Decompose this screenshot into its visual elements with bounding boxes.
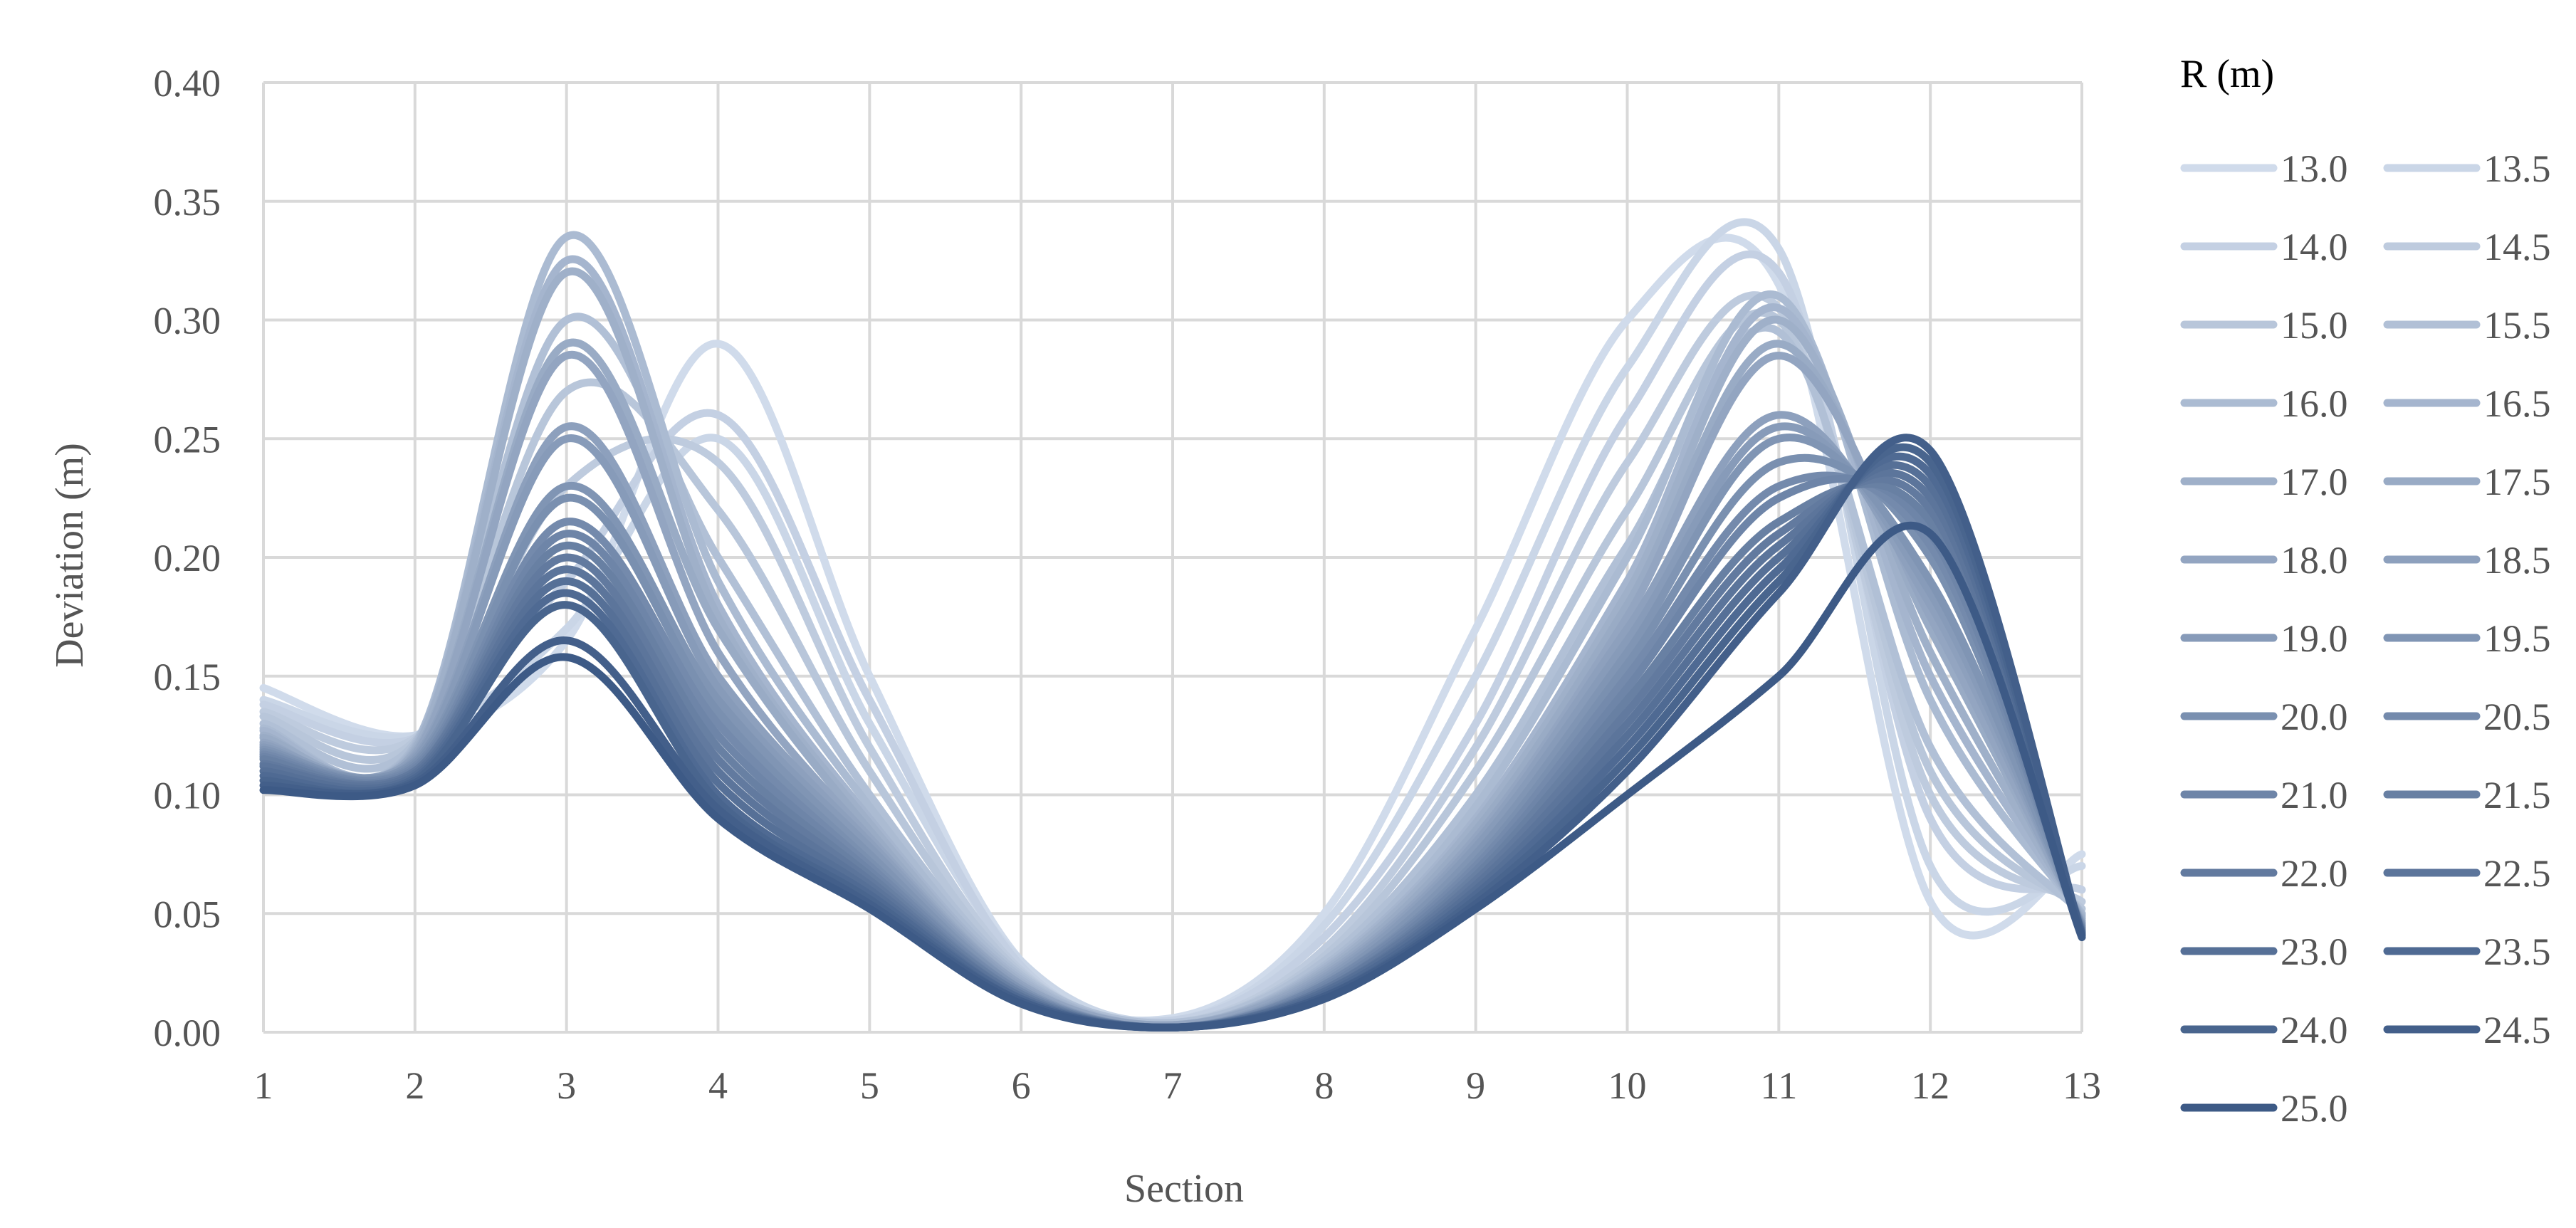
legend-label: 22.0 [2281,852,2348,895]
x-tick-label: 3 [557,1064,576,1107]
y-tick-label: 0.15 [154,656,221,698]
legend-label: 24.0 [2281,1009,2348,1051]
x-tick-label: 8 [1314,1064,1334,1107]
series-lines [259,218,2086,1032]
legend: 13.0 13.5 14.0 14.5 15.0 15.5 16.0 16.5 17.0 17.5… [2180,147,2551,1130]
legend-label: 23.0 [2281,930,2348,973]
x-tick-label: 7 [1163,1064,1183,1107]
legend-label: 18.0 [2281,539,2348,582]
series-line-25.0 [259,521,2086,1032]
x-axis-title: Section [1124,1167,1244,1211]
x-tick-label: 10 [1608,1064,1647,1107]
legend-label: 20.0 [2281,696,2348,738]
legend-label: 15.5 [2483,304,2551,347]
legend-label: 13.5 [2483,147,2551,190]
legend-label: 22.5 [2483,852,2551,895]
x-tick-label: 6 [1012,1064,1031,1107]
x-tick-label: 13 [2063,1064,2101,1107]
x-tick-label: 9 [1466,1064,1485,1107]
legend-label: 18.5 [2483,539,2551,582]
legend-label: 17.5 [2483,461,2551,503]
x-tick-label: 12 [1911,1064,1949,1107]
y-tick-label: 0.35 [154,181,221,224]
legend-label: 21.5 [2483,774,2551,817]
legend-label: 14.5 [2483,226,2551,268]
y-tick-label: 0.40 [154,62,221,105]
legend-label: 19.0 [2281,617,2348,660]
y-tick-label: 0.25 [154,418,221,461]
legend-label: 25.0 [2281,1087,2348,1130]
x-tick-label: 2 [405,1064,424,1107]
legend-label: 14.0 [2281,226,2348,268]
x-tick-label: 1 [254,1064,273,1107]
legend-label: 15.0 [2281,304,2348,347]
y-tick-label: 0.30 [154,300,221,342]
legend-label: 20.5 [2483,696,2551,738]
y-tick-label: 0.20 [154,537,221,579]
legend-label: 23.5 [2483,930,2551,973]
legend-label: 17.0 [2281,461,2348,503]
axes: 0.000.050.100.150.200.250.300.350.401 2 3 4… [154,62,2102,1107]
legend-label: 13.0 [2281,147,2348,190]
legend-label: 24.5 [2483,1009,2551,1051]
legend-label: 21.0 [2281,774,2348,817]
legend-label: 16.5 [2483,382,2551,425]
y-axis-title: Deviation (m) [48,443,92,668]
x-tick-label: 11 [1760,1064,1797,1107]
legend-label: 19.5 [2483,617,2551,660]
x-tick-label: 4 [708,1064,728,1107]
y-tick-label: 0.05 [154,893,221,935]
legend-title: R (m) [2180,52,2274,96]
y-tick-label: 0.10 [154,775,221,817]
y-tick-label: 0.00 [154,1012,221,1054]
legend-label: 16.0 [2281,382,2348,425]
x-tick-label: 5 [860,1064,879,1107]
